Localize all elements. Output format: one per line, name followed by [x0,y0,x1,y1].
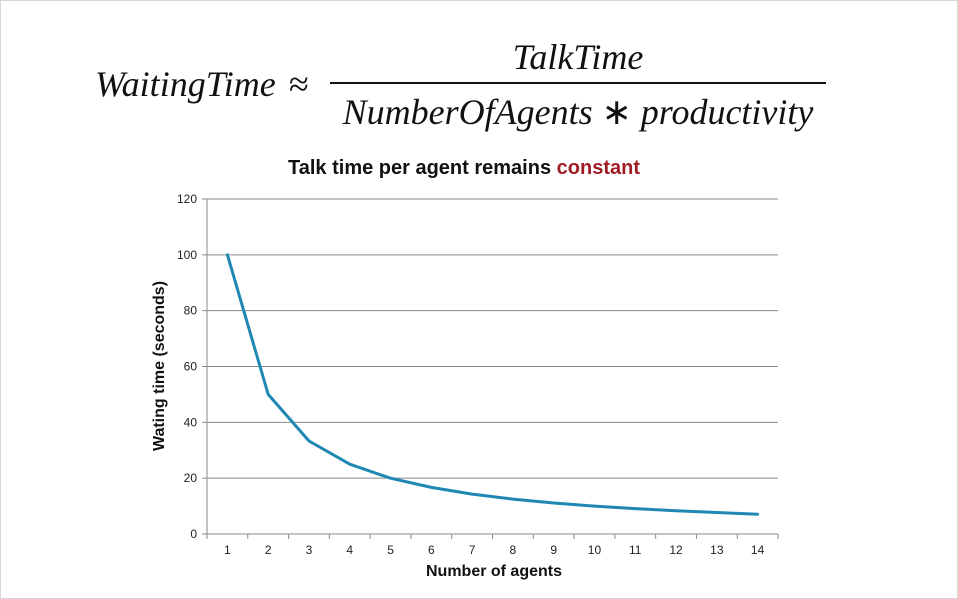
chart-title-prefix: Talk time per agent remains [288,157,557,179]
chart-title: Talk time per agent remains constant [0,157,928,180]
formula-denominator: NumberOfAgents ∗ productivity [330,91,826,133]
x-tick-label: 11 [629,543,642,557]
formula-fraction-bar [330,82,826,84]
x-tick-label: 13 [710,543,724,557]
x-tick-label: 7 [469,543,476,557]
y-tick-label: 100 [177,248,197,262]
x-tick-label: 10 [588,543,602,557]
x-tick-label: 9 [550,543,557,557]
series-line [225,253,760,516]
formula-numerator: TalkTime [512,37,644,77]
y-tick-label: 120 [177,192,197,206]
x-tick-label: 5 [387,543,394,557]
x-tick-label: 3 [306,543,313,557]
formula-denominator-left: NumberOfAgents [342,92,593,132]
formula-lhs: WaitingTime [95,64,276,104]
x-tick-label: 4 [346,543,353,557]
y-tick-label: 20 [184,471,198,485]
y-tick-label: 60 [184,360,198,374]
x-tick-label: 14 [751,543,765,557]
y-tick-label: 80 [184,304,198,318]
y-axis-title: Wating time (seconds) [151,280,168,452]
x-tick-label: 6 [428,543,435,557]
y-tick-label: 0 [190,527,197,541]
formula-denominator-right: productivity [640,92,814,132]
chart-title-accent: constant [556,157,640,179]
x-tick-label: 8 [510,543,517,557]
formula-multiply-operator: ∗ [601,92,632,132]
x-axis-title: Number of agents [425,563,562,580]
x-tick-label: 1 [224,543,231,557]
y-tick-label: 40 [184,415,198,429]
formula-approx-symbol: ≈ [289,64,309,104]
x-tick-label: 2 [265,543,272,557]
x-tick-label: 12 [669,543,683,557]
